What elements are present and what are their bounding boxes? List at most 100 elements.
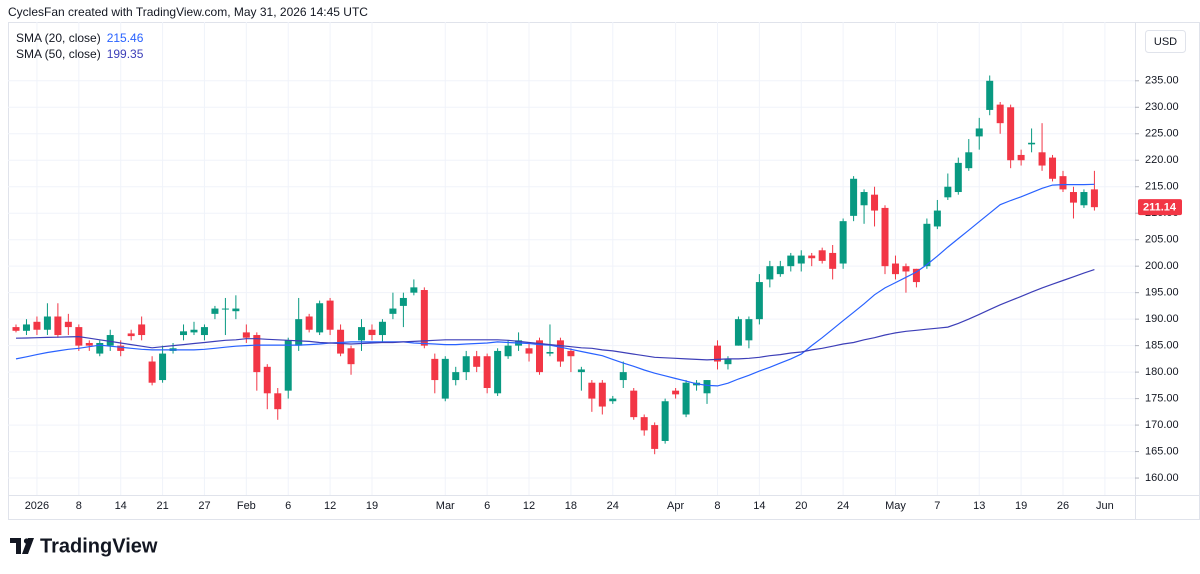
x-tick-label: 8 [76,500,82,512]
candle-body [881,207,889,267]
candle-body [504,345,512,357]
x-tick-label: 7 [934,500,940,512]
x-tick-label: May [885,500,906,512]
plot [12,75,1098,455]
x-tick-label: 6 [285,500,291,512]
x-tick-label: Mar [436,500,455,512]
x-tick-label: 2026 [25,500,49,512]
y-tick-label: 230.00 [1145,101,1179,113]
y-tick-label: 190.00 [1145,313,1179,325]
candle-body [85,342,93,346]
candle-body [567,350,575,357]
candle-body [1017,154,1025,161]
candle-body [965,152,973,169]
candle-body [221,308,229,310]
x-tick-label: 8 [714,500,720,512]
candle-body [933,210,941,227]
candle-body [211,308,219,314]
y-tick-label: 165.00 [1145,445,1179,457]
candle-body [787,255,795,267]
candle-body [609,398,617,402]
logo: TradingView [10,535,158,557]
candle-body [640,417,648,431]
candle-body [54,316,62,336]
candle-body [703,380,711,394]
candle-body [1038,152,1046,166]
candle-body [1069,192,1077,203]
candle-body [190,329,198,333]
candle-body [577,369,585,373]
x-tick-label: 12 [324,500,336,512]
currency-label[interactable]: USD [1154,36,1177,48]
candle-body [996,104,1004,124]
candle-body [242,332,250,338]
x-tick-label: 14 [115,500,127,512]
candle-body [829,252,837,269]
candle-body [200,327,208,336]
x-tick-label: Apr [667,500,684,512]
y-tick-label: 160.00 [1145,472,1179,484]
candle-body [274,393,282,410]
candle-body [1049,157,1057,179]
candle-body [347,348,355,365]
candle-body [766,266,774,280]
x-tick-label: 26 [1057,500,1069,512]
sma-line [15,269,1095,361]
candle-body [588,382,596,399]
y-tick-label: 170.00 [1145,419,1179,431]
candle-body [724,358,732,365]
candle-body [96,342,104,354]
candle-body [598,382,606,407]
candle-body [651,425,659,449]
candle-body [253,335,261,373]
candle-body [912,268,920,283]
x-tick-label: 19 [366,500,378,512]
candle-body [399,297,407,306]
candle-body [358,327,366,341]
candle-body [1059,176,1067,190]
candle-body [954,162,962,193]
x-tick-label: 14 [753,500,765,512]
candle-body [473,356,481,367]
candle-body [986,80,994,110]
candle-body [525,348,533,354]
legend-name: SMA (50, close) [16,47,101,61]
currency-box[interactable] [1145,30,1186,53]
x-tick-label: 18 [565,500,577,512]
candle-body [326,300,334,330]
candle-body [159,353,167,381]
candle-body [734,319,742,346]
candle-body [494,350,502,394]
y-tick-label: 180.00 [1145,366,1179,378]
candle-body [1007,107,1015,161]
candle-body [891,263,899,275]
legend-name: SMA (20, close) [16,31,101,45]
last-price-box [1138,199,1182,216]
candle-body [232,308,240,312]
x-tick-label: 19 [1015,500,1027,512]
candle-body [305,316,313,330]
candle-body [106,335,114,346]
candle-body [672,390,680,395]
y-tick-label: 195.00 [1145,287,1179,299]
x-tick-label: 13 [973,500,985,512]
y-tick-label: 220.00 [1145,154,1179,166]
candle-body [546,351,554,354]
candle-body [713,345,721,362]
candle-body [1080,192,1088,206]
x-tick-label: 6 [484,500,490,512]
candle-body [536,340,543,373]
candle-body [33,321,41,330]
candle-body [389,308,397,314]
candle-body [462,356,470,373]
candle-body [661,401,669,441]
candle-body [755,282,763,320]
candle-body [483,356,491,389]
candle-body [797,255,805,264]
candle-body [127,333,135,337]
candle-body [337,329,345,354]
candle-body [745,319,753,341]
